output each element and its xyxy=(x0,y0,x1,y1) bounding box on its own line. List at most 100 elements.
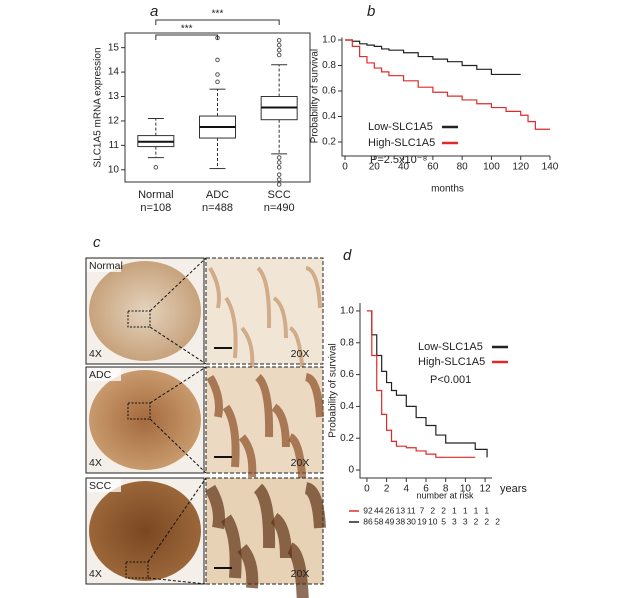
risk-count: 3 xyxy=(463,516,468,526)
mag-label: 20X xyxy=(291,568,310,580)
y-tick-label: 0.2 xyxy=(322,137,336,148)
risk-count: 86 xyxy=(363,516,373,526)
n-label: n=488 xyxy=(202,202,233,214)
x-tick-label: ADC xyxy=(206,189,229,201)
stain xyxy=(272,296,288,339)
risk-count: 38 xyxy=(396,516,406,526)
zoom-line xyxy=(147,477,207,563)
outlier xyxy=(215,79,220,85)
stain xyxy=(304,373,324,418)
x-tick-label: 12 xyxy=(480,484,492,495)
stain xyxy=(220,514,242,579)
n-label: n=490 xyxy=(264,202,295,214)
outlier xyxy=(276,182,282,187)
x-tick-label: 6 xyxy=(423,484,429,495)
y-tick-label: 0.6 xyxy=(340,369,354,380)
stain xyxy=(206,374,223,418)
stain xyxy=(303,482,326,529)
zoom-line xyxy=(149,326,207,365)
risk-count: 1 xyxy=(452,505,457,515)
tissue-label: ADC xyxy=(89,369,112,381)
x-tick-label: 0 xyxy=(364,484,370,495)
axis xyxy=(341,37,550,157)
risk-count: 92 xyxy=(363,505,373,515)
x-tick-label: 120 xyxy=(512,162,529,173)
mag-label: 4X xyxy=(89,348,102,360)
risk-count: 2 xyxy=(495,516,500,526)
risk-count: 2 xyxy=(430,505,435,515)
mag-label: 20X xyxy=(291,457,310,469)
y-tick-label: 10 xyxy=(108,164,120,175)
tissue-core xyxy=(89,370,201,470)
zoom-line xyxy=(149,257,207,312)
label-bg xyxy=(87,368,121,381)
risk-count: 19 xyxy=(417,516,427,526)
legend-label: Low-SLC1A5 xyxy=(418,341,483,353)
panel-c: c Normal 4X 20X ADC 4X 20X SCC 4X 20X xyxy=(85,234,326,598)
mag-label: 4X xyxy=(89,568,102,580)
tissue-label: Normal xyxy=(89,260,123,272)
risk-count: 2 xyxy=(474,516,479,526)
y-tick-label: 0.2 xyxy=(340,433,354,444)
stain xyxy=(208,266,221,309)
outlier xyxy=(276,38,282,43)
stain xyxy=(240,326,255,369)
stain xyxy=(237,544,259,589)
outlier xyxy=(276,172,282,177)
risk-count: 2 xyxy=(441,505,446,515)
mag-label: 4X xyxy=(89,457,102,469)
y-tick-label: 15 xyxy=(108,42,120,53)
x-axis-label: months xyxy=(431,184,464,195)
y-tick-label: 1.0 xyxy=(322,35,336,46)
y-tick-label: 13 xyxy=(108,91,120,102)
survival-curve xyxy=(345,39,521,76)
x-tick-label: 8 xyxy=(443,484,449,495)
stain xyxy=(305,266,322,309)
y-axis-label: SLC1A5 mRNA expression xyxy=(93,47,104,167)
risk-count: 1 xyxy=(463,505,468,515)
x-tick-label: 0 xyxy=(342,162,348,173)
n-label: n=108 xyxy=(140,202,171,214)
risk-count: 30 xyxy=(406,516,416,526)
risk-count: 7 xyxy=(420,505,425,515)
y-tick-label: 0.8 xyxy=(322,60,336,71)
y-tick-label: 0.8 xyxy=(340,337,354,348)
x-tick-label: 4 xyxy=(404,484,410,495)
annotation: P=2.5x10⁻⁸ xyxy=(370,154,427,166)
axis xyxy=(359,303,492,479)
tissue-label: SCC xyxy=(89,480,112,492)
risk-count: 2 xyxy=(484,516,489,526)
x-tick-label: 40 xyxy=(398,162,410,173)
legend-label: Low-SLC1A5 xyxy=(368,121,433,133)
axis xyxy=(124,32,311,183)
outlier xyxy=(276,155,282,160)
y-axis-label: Probability of survival xyxy=(328,343,339,437)
significance-label: *** xyxy=(212,9,224,20)
stain xyxy=(256,266,272,329)
panel-label: d xyxy=(343,247,352,264)
stain xyxy=(238,434,257,478)
panel-label: a xyxy=(150,3,158,20)
x-tick-label: 100 xyxy=(483,162,500,173)
y-tick-label: 12 xyxy=(108,116,120,127)
x-tick-label: 140 xyxy=(542,162,559,173)
x-tick-label: 80 xyxy=(457,162,469,173)
stain xyxy=(222,404,240,468)
label-bg xyxy=(87,259,121,272)
panel-label: b xyxy=(367,3,375,20)
zoom-box xyxy=(125,561,149,579)
outlier xyxy=(153,165,159,170)
zoom-line xyxy=(149,366,207,404)
tissue-core xyxy=(89,261,201,361)
outlier xyxy=(215,57,220,63)
legend-label: High-SLC1A5 xyxy=(368,137,435,149)
significance-label: *** xyxy=(181,24,193,35)
risk-count: 1 xyxy=(484,505,489,515)
y-tick-label: 0.4 xyxy=(340,401,354,412)
stain xyxy=(271,403,290,448)
y-tick-label: 1.0 xyxy=(340,306,354,317)
stain xyxy=(253,483,276,549)
risk-count: 13 xyxy=(396,505,406,515)
zoom-box xyxy=(127,402,151,420)
